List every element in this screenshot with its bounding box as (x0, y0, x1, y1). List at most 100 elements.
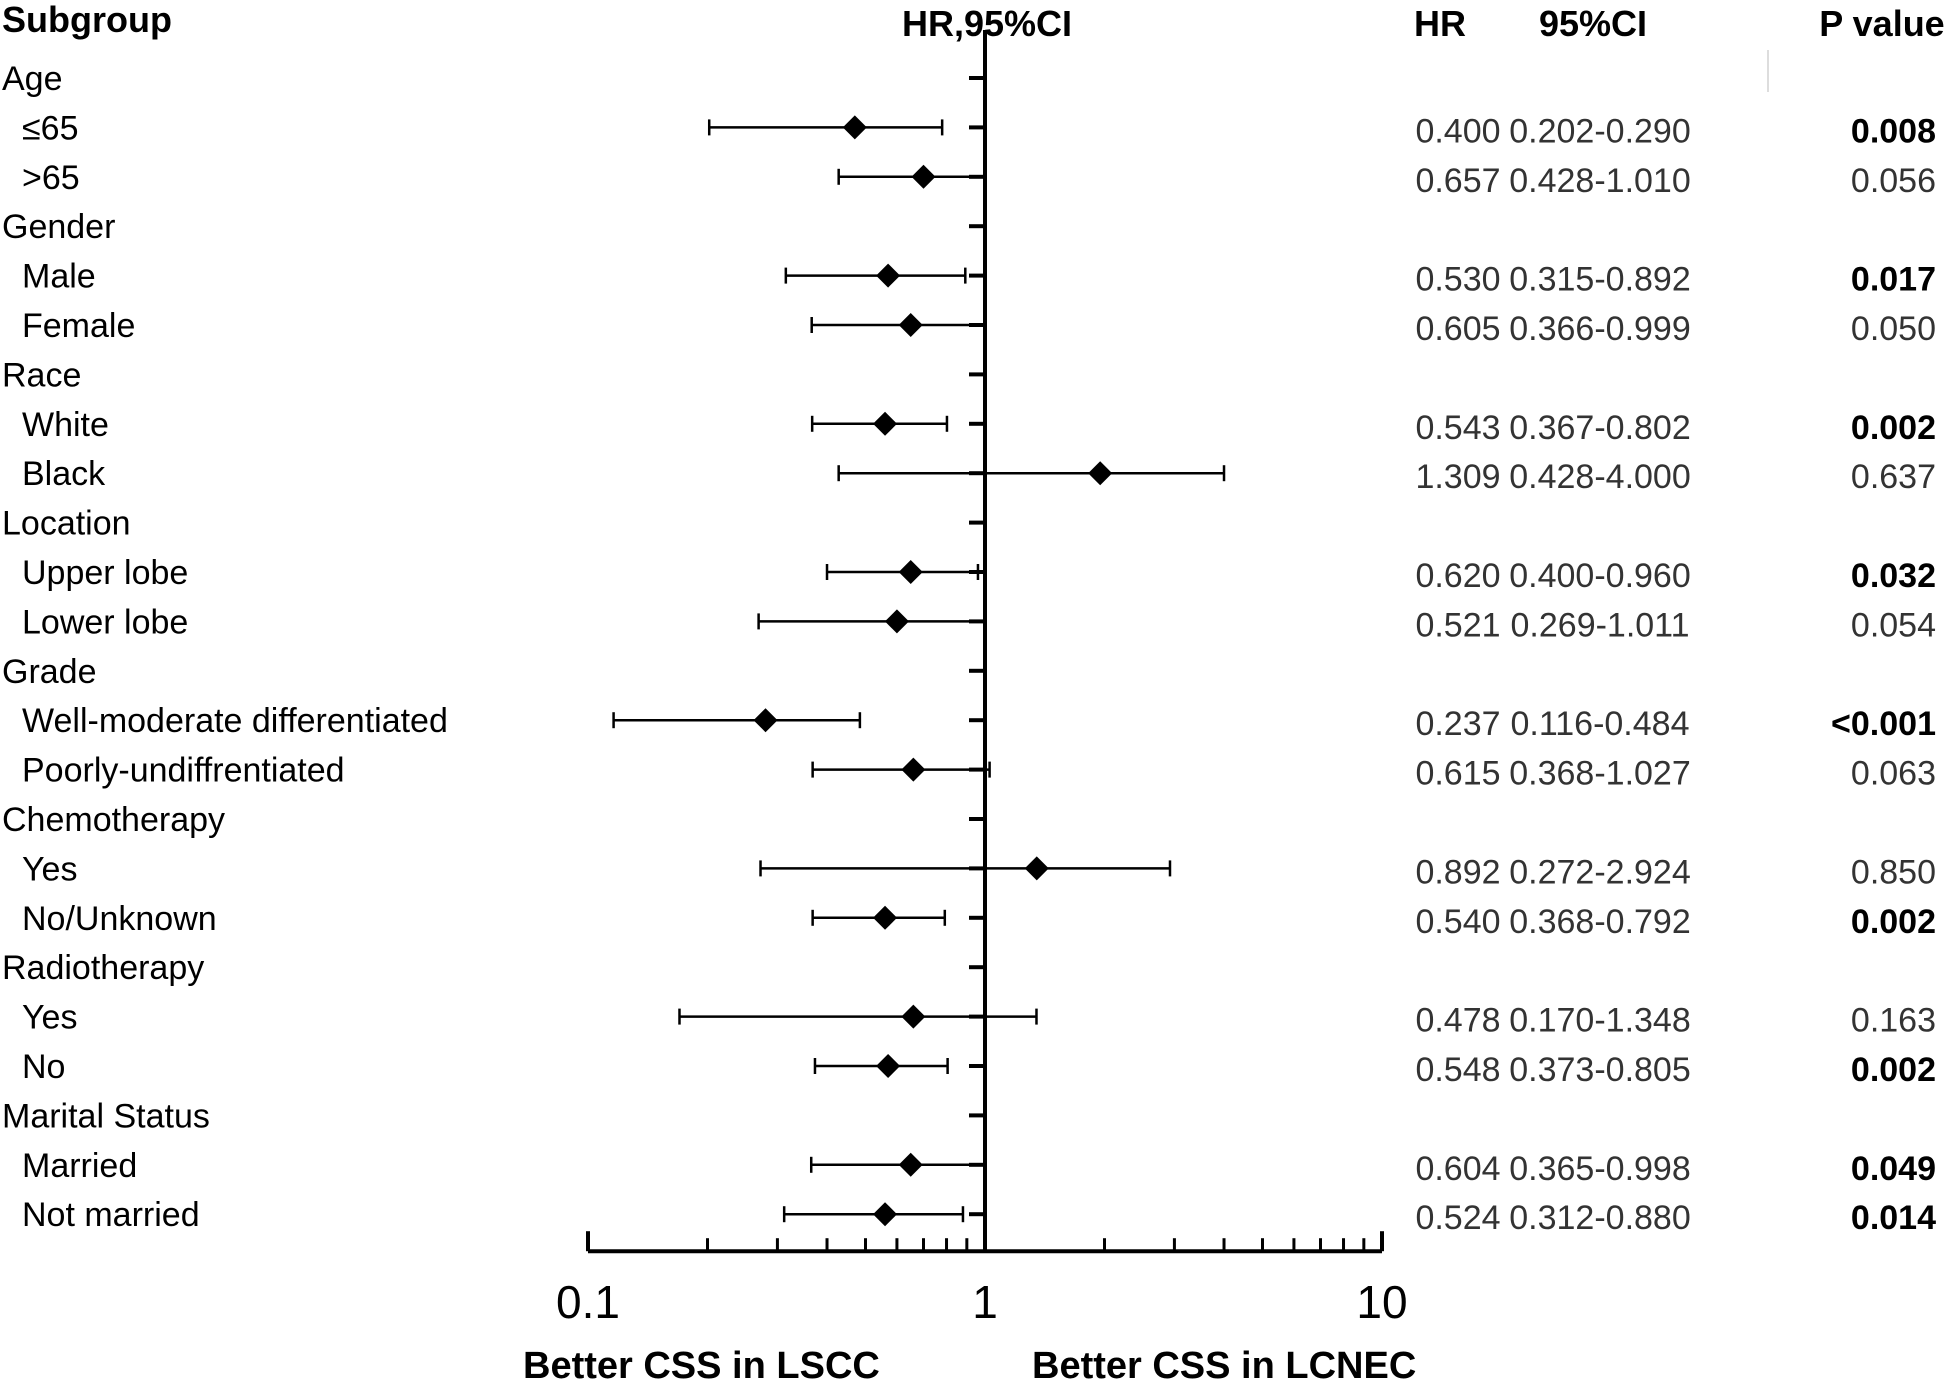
subgroup-label: Well-moderate differentiated (22, 702, 448, 740)
subgroup-label: Married (22, 1147, 137, 1185)
subgroup-label: Yes (22, 999, 77, 1037)
group-label: Marital Status (2, 1097, 210, 1135)
hr-value: 0.540 (1415, 903, 1500, 941)
subgroup-label: Upper lobe (22, 554, 188, 592)
point-estimate-marker (873, 905, 898, 930)
x-tick-label: 1 (972, 1276, 998, 1328)
subgroup-row: Not married 0.524 0.312-0.880 0.014 (22, 1196, 1936, 1237)
p-value: <0.001 (1831, 705, 1936, 743)
subgroup-row: Yes 0.478 0.170-1.348 0.163 (22, 999, 1936, 1040)
subgroup-row: No/Unknown 0.540 0.368-0.792 0.002 (22, 900, 1936, 941)
point-estimate-marker (1088, 461, 1113, 486)
group-label: Grade (2, 653, 97, 691)
p-value: 0.850 (1851, 853, 1936, 891)
hr-value: 1.309 (1415, 458, 1500, 496)
ci-value: 0.170-1.348 (1509, 1002, 1691, 1040)
subgroup-label: Male (22, 258, 96, 296)
left-label: Better CSS in LSCC (523, 1345, 880, 1387)
p-value: 0.002 (1851, 1051, 1936, 1089)
point-estimate-marker (873, 411, 898, 436)
ci-value: 0.116-0.484 (1511, 705, 1690, 743)
point-estimate-marker (884, 609, 909, 634)
ci-value: 0.367-0.802 (1509, 409, 1691, 447)
subgroup-label: ≤65 (22, 109, 78, 147)
point-estimate-marker (876, 1054, 901, 1078)
subgroup-row: Female 0.605 0.366-0.999 0.050 (22, 307, 1936, 348)
group-label: Radiotherapy (2, 949, 204, 987)
subgroup-row: Lower lobe 0.521 0.269-1.011 0.054 (22, 603, 1936, 644)
p-value: 0.049 (1851, 1150, 1936, 1188)
hr-value: 0.657 (1415, 162, 1500, 200)
point-estimate-marker (1024, 856, 1049, 881)
point-estimate-marker (753, 708, 778, 733)
subgroup-label: No/Unknown (22, 900, 217, 938)
subgroup-label: >65 (22, 159, 80, 197)
ci-value: 0.373-0.805 (1509, 1051, 1691, 1089)
ci-value: 0.368-0.792 (1509, 903, 1691, 941)
p-value: 0.002 (1851, 409, 1936, 447)
p-value: 0.163 (1851, 1002, 1936, 1040)
ci-value: 0.269-1.011 (1511, 606, 1690, 644)
hr-value: 0.478 (1415, 1002, 1500, 1040)
subgroup-label: Poorly-undiffrentiated (22, 752, 345, 790)
subgroup-row: Well-moderate differentiated 0.237 0.116-0… (22, 702, 1936, 743)
hr-value: 0.521 (1415, 606, 1500, 644)
point-estimate-marker (876, 263, 901, 288)
hr-value: 0.620 (1415, 557, 1500, 595)
header-p-value: P value (1819, 3, 1944, 44)
p-value: 0.050 (1851, 310, 1936, 348)
group-row: Age (2, 60, 985, 98)
subgroup-label: Lower lobe (22, 603, 188, 641)
hr-value: 0.237 (1415, 705, 1500, 743)
hr-value: 0.605 (1415, 310, 1500, 348)
group-label: Chemotherapy (2, 801, 225, 839)
ci-value: 0.202-0.290 (1509, 112, 1691, 150)
x-tick-label: 0.1 (556, 1276, 620, 1328)
p-value: 0.054 (1851, 606, 1936, 644)
hr-value: 0.615 (1415, 755, 1500, 793)
p-value: 0.008 (1851, 112, 1936, 150)
x-axis: 0.1 1 10 (556, 30, 1408, 1328)
p-value: 0.014 (1851, 1199, 1936, 1237)
p-value: 0.063 (1851, 755, 1936, 793)
subgroup-row: Yes 0.892 0.272-2.924 0.850 (22, 850, 1936, 891)
p-value: 0.017 (1851, 261, 1936, 299)
point-estimate-marker (842, 115, 867, 140)
point-estimate-marker (898, 1152, 923, 1177)
hr-value: 0.400 (1415, 112, 1500, 150)
p-value: 0.002 (1851, 903, 1936, 941)
subgroup-row: Upper lobe 0.620 0.400-0.960 0.032 (22, 554, 1936, 595)
subgroup-row: No 0.548 0.373-0.805 0.002 (22, 1048, 1936, 1089)
hr-value: 0.543 (1415, 409, 1500, 447)
group-row: Location (2, 505, 985, 543)
hr-value: 0.524 (1415, 1199, 1500, 1237)
subgroup-row: Black 1.309 0.428-4.000 0.637 (22, 455, 1936, 496)
p-value: 0.056 (1851, 162, 1936, 200)
ci-value: 0.315-0.892 (1509, 261, 1691, 299)
ci-value: 0.312-0.880 (1509, 1199, 1691, 1237)
subgroup-row: Married 0.604 0.365-0.998 0.049 (22, 1147, 1936, 1188)
subgroup-label: Not married (22, 1196, 200, 1234)
subgroup-row: >65 0.657 0.428-1.010 0.056 (22, 159, 1936, 200)
ci-value: 0.428-1.010 (1509, 162, 1691, 200)
header-ci: 95%CI (1539, 3, 1647, 44)
point-estimate-marker (901, 1004, 926, 1029)
ci-value: 0.366-0.999 (1509, 310, 1691, 348)
header-hr: HR (1414, 3, 1466, 44)
right-label: Better CSS in LCNEC (1032, 1345, 1416, 1387)
x-tick-label: 10 (1356, 1276, 1407, 1328)
hr-value: 0.604 (1415, 1150, 1500, 1188)
ci-value: 0.400-0.960 (1509, 557, 1691, 595)
group-row: Marital Status (2, 1097, 985, 1135)
hr-value: 0.530 (1415, 261, 1500, 299)
point-estimate-marker (898, 560, 923, 584)
ci-value: 0.428-4.000 (1509, 458, 1691, 496)
point-estimate-marker (898, 313, 923, 337)
group-label: Race (2, 356, 81, 394)
group-row: Chemotherapy (2, 801, 985, 839)
group-row: Gender (2, 208, 985, 246)
group-label: Location (2, 505, 131, 543)
ci-value: 0.272-2.924 (1509, 853, 1691, 891)
ci-value: 0.368-1.027 (1509, 755, 1691, 793)
